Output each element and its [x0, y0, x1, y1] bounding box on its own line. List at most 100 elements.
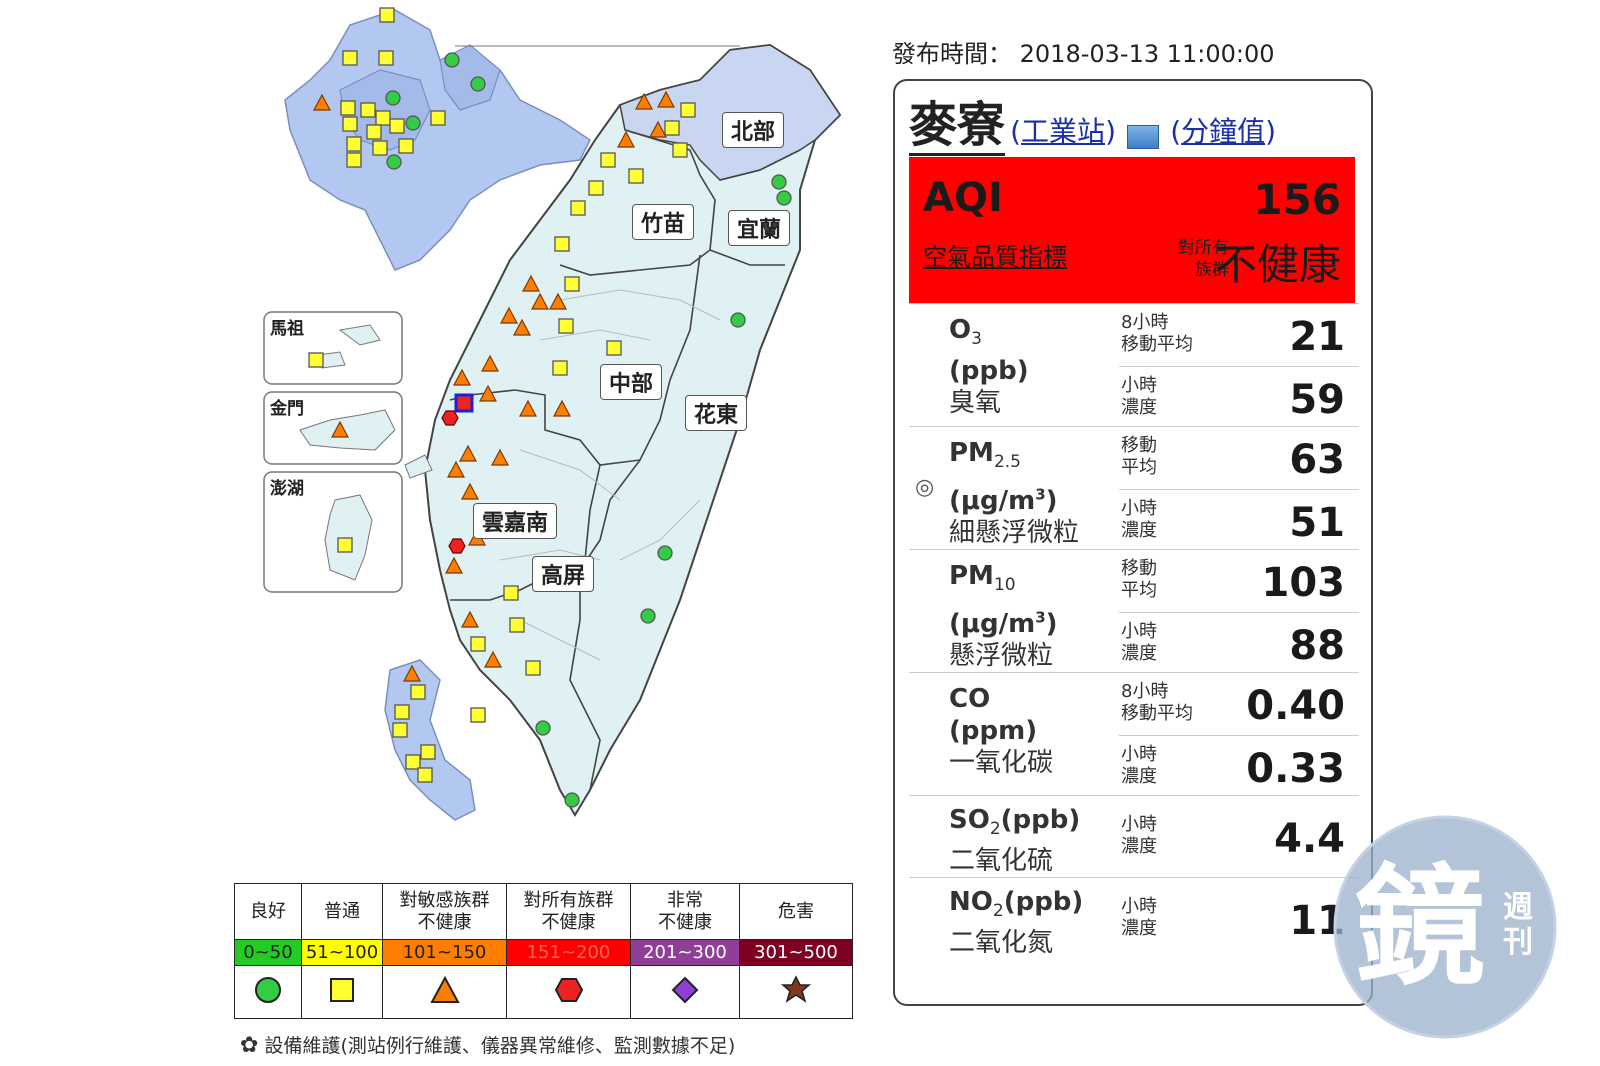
sensitive-station-marker[interactable] — [491, 448, 509, 466]
mirror-weekly-watermark: 鏡 週 刊 — [1333, 815, 1557, 1039]
sensitive-station-marker[interactable] — [549, 292, 567, 310]
moderate-station-marker[interactable] — [570, 200, 586, 216]
moderate-station-marker[interactable] — [375, 110, 391, 126]
moderate-station-marker[interactable] — [470, 636, 486, 652]
moderate-station-marker[interactable] — [389, 118, 405, 134]
moderate-station-marker[interactable] — [554, 236, 570, 252]
moderate-station-marker[interactable] — [342, 50, 358, 66]
maintenance-text: 設備維護(測站例行維護、儀器異常維修、監測數據不足) — [264, 1035, 736, 1057]
sensitive-station-marker[interactable] — [445, 556, 463, 574]
publish-time: 發布時間： 2018-03-13 11:00:00 — [892, 34, 1275, 69]
moderate-station-marker[interactable] — [394, 704, 410, 720]
selected-station-marker[interactable] — [454, 393, 474, 413]
sensitive-station-marker[interactable] — [403, 664, 421, 682]
moderate-station-marker[interactable] — [664, 120, 680, 136]
pollutant-block: SO2(ppb) 二氧化硫 小時 濃度 4.4 — [909, 795, 1359, 878]
moderate-station-marker[interactable] — [398, 138, 414, 154]
good-station-marker[interactable] — [444, 52, 460, 68]
measurement-value: 0.40 — [1246, 683, 1345, 729]
good-station-marker[interactable] — [771, 174, 787, 190]
good-station-marker[interactable] — [730, 312, 746, 328]
sensitive-station-marker[interactable] — [459, 444, 477, 462]
moderate-station-marker[interactable] — [340, 100, 356, 116]
moderate-station-marker[interactable] — [420, 744, 436, 760]
moderate-station-marker[interactable] — [372, 140, 388, 156]
good-station-marker[interactable] — [386, 154, 402, 170]
unhealthy-station-marker[interactable] — [441, 410, 459, 426]
moderate-station-marker[interactable] — [337, 537, 353, 553]
pollutant-name: PM2.5 (μg/m3) 細懸浮微粒 — [949, 438, 1080, 548]
region-label-central: 中部 — [600, 364, 663, 400]
aqi-value: 156 — [1253, 175, 1341, 224]
good-station-marker[interactable] — [385, 90, 401, 106]
moderate-station-marker[interactable] — [378, 50, 394, 66]
good-station-marker[interactable] — [470, 76, 486, 92]
moderate-station-marker[interactable] — [430, 110, 446, 126]
station-type-link[interactable]: (工業站) — [1010, 115, 1116, 148]
moderate-station-marker[interactable] — [342, 116, 358, 132]
sensitive-station-marker[interactable] — [657, 90, 675, 108]
sensitive-station-marker[interactable] — [513, 318, 531, 336]
sensitive-station-marker[interactable] — [447, 460, 465, 478]
moderate-station-marker[interactable] — [588, 180, 604, 196]
sensitive-station-marker[interactable] — [461, 482, 479, 500]
legend-label-sensitive: 對敏感族群 不健康 — [382, 883, 507, 940]
good-station-marker[interactable] — [405, 115, 421, 131]
moderate-station-marker[interactable] — [360, 102, 376, 118]
moderate-station-marker[interactable] — [392, 722, 408, 738]
sensitive-station-marker[interactable] — [479, 384, 497, 402]
moderate-station-marker[interactable] — [552, 360, 568, 376]
moderate-station-marker[interactable] — [470, 707, 486, 723]
inset-title-matsu: 馬祖 — [270, 319, 304, 339]
inset-frames — [263, 311, 403, 593]
moderate-station-marker[interactable] — [346, 136, 362, 152]
moderate-station-marker[interactable] — [564, 276, 580, 292]
sensitive-station-marker[interactable] — [331, 420, 349, 438]
sensitive-station-marker[interactable] — [453, 368, 471, 386]
moderate-station-marker[interactable] — [410, 684, 426, 700]
good-station-marker[interactable] — [657, 545, 673, 561]
moderate-station-marker[interactable] — [379, 7, 395, 23]
moderate-station-marker[interactable] — [509, 617, 525, 633]
sensitive-station-marker[interactable] — [635, 92, 653, 110]
moderate-station-marker[interactable] — [405, 754, 421, 770]
station-panel: 麥寮 (工業站) (分鐘值) AQI 156 空氣品質指標 對所有 族群 不健康 … — [893, 79, 1373, 1006]
legend-marker-very-unhealthy — [630, 965, 740, 1019]
moderate-station-marker[interactable] — [525, 660, 541, 676]
moderate-station-marker[interactable] — [503, 585, 519, 601]
measurement-label: 小時 濃度 — [1121, 620, 1157, 664]
legend-range-sensitive: 101~150 — [382, 939, 507, 966]
moderate-station-marker[interactable] — [680, 102, 696, 118]
image-icon[interactable] — [1127, 124, 1160, 149]
watermark-small-2: 刊 — [1503, 925, 1533, 960]
moderate-station-marker[interactable] — [346, 152, 362, 168]
aqi-index-link[interactable]: 空氣品質指標 — [923, 243, 1067, 271]
good-station-marker[interactable] — [535, 720, 551, 736]
good-station-marker[interactable] — [564, 792, 580, 808]
region-label-yunjianan: 雲嘉南 — [473, 503, 558, 539]
moderate-station-marker[interactable] — [417, 767, 433, 783]
good-station-marker[interactable] — [776, 190, 792, 206]
moderate-station-marker[interactable] — [600, 152, 616, 168]
sensitive-station-marker[interactable] — [649, 120, 667, 138]
sensitive-station-marker[interactable] — [313, 93, 331, 111]
sensitive-station-marker[interactable] — [531, 292, 549, 310]
moderate-station-marker[interactable] — [628, 168, 644, 184]
sensitive-station-marker[interactable] — [461, 610, 479, 628]
moderate-station-marker[interactable] — [672, 142, 688, 158]
pollutant-name: SO2(ppb) 二氧化硫 — [949, 805, 1081, 877]
sensitive-station-marker[interactable] — [617, 130, 635, 148]
sensitive-station-marker[interactable] — [484, 650, 502, 668]
unhealthy-station-marker[interactable] — [448, 538, 466, 554]
good-station-marker[interactable] — [640, 608, 656, 624]
sensitive-station-marker[interactable] — [553, 399, 571, 417]
moderate-station-marker[interactable] — [606, 340, 622, 356]
moderate-station-marker[interactable] — [366, 124, 382, 140]
sensitive-station-marker[interactable] — [500, 306, 518, 324]
minute-value-link[interactable]: (分鐘值) — [1170, 115, 1277, 148]
sensitive-station-marker[interactable] — [481, 354, 499, 372]
sensitive-station-marker[interactable] — [522, 274, 540, 292]
sensitive-station-marker[interactable] — [519, 399, 537, 417]
moderate-station-marker[interactable] — [308, 352, 324, 368]
moderate-station-marker[interactable] — [558, 318, 574, 334]
